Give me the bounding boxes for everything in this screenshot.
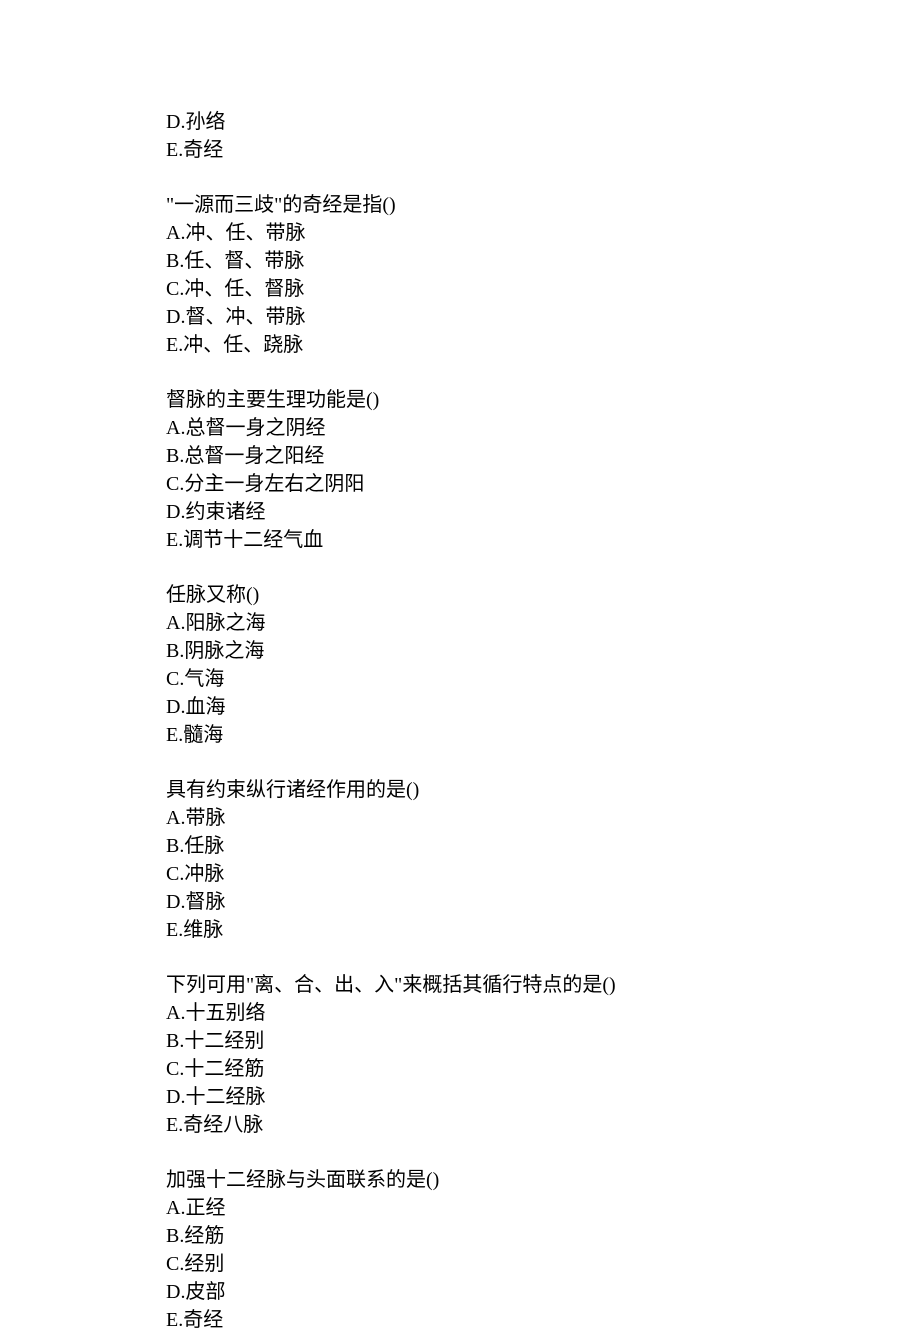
option-text: A.总督一身之阴经 — [166, 414, 920, 442]
option-text: C.冲、任、督脉 — [166, 275, 920, 303]
option-text: C.气海 — [166, 665, 920, 693]
question-text: 加强十二经脉与头面联系的是() — [166, 1166, 920, 1194]
question-block-4: 具有约束纵行诸经作用的是() A.带脉 B.任脉 C.冲脉 D.督脉 E.维脉 — [166, 776, 920, 944]
option-text: E.维脉 — [166, 916, 920, 944]
option-text: B.经筋 — [166, 1222, 920, 1250]
question-block-3: 任脉又称() A.阳脉之海 B.阴脉之海 C.气海 D.血海 E.髓海 — [166, 581, 920, 749]
option-text: C.分主一身左右之阴阳 — [166, 470, 920, 498]
option-text: E.奇经 — [166, 136, 920, 164]
option-text: E.奇经八脉 — [166, 1111, 920, 1139]
option-text: A.阳脉之海 — [166, 609, 920, 637]
question-block-2: 督脉的主要生理功能是() A.总督一身之阴经 B.总督一身之阳经 C.分主一身左… — [166, 386, 920, 554]
question-text: "一源而三歧"的奇经是指() — [166, 191, 920, 219]
option-text: E.调节十二经气血 — [166, 526, 920, 554]
option-text: C.经别 — [166, 1250, 920, 1278]
option-text: B.任脉 — [166, 832, 920, 860]
question-text: 督脉的主要生理功能是() — [166, 386, 920, 414]
question-text: 下列可用"离、合、出、入"来概括其循行特点的是() — [166, 971, 920, 999]
option-text: A.带脉 — [166, 804, 920, 832]
option-text: D.孙络 — [166, 108, 920, 136]
question-text: 具有约束纵行诸经作用的是() — [166, 776, 920, 804]
question-block-5: 下列可用"离、合、出、入"来概括其循行特点的是() A.十五别络 B.十二经别 … — [166, 971, 920, 1139]
option-text: E.奇经 — [166, 1306, 920, 1334]
option-text: E.冲、任、跷脉 — [166, 331, 920, 359]
question-block-6: 加强十二经脉与头面联系的是() A.正经 B.经筋 C.经别 D.皮部 E.奇经 — [166, 1166, 920, 1334]
option-text: D.约束诸经 — [166, 498, 920, 526]
option-text: B.阴脉之海 — [166, 637, 920, 665]
option-text: B.任、督、带脉 — [166, 247, 920, 275]
option-text: C.十二经筋 — [166, 1055, 920, 1083]
option-text: A.冲、任、带脉 — [166, 219, 920, 247]
option-text: C.冲脉 — [166, 860, 920, 888]
option-text: D.血海 — [166, 693, 920, 721]
continuation-options: D.孙络 E.奇经 — [166, 108, 920, 164]
question-block-1: "一源而三歧"的奇经是指() A.冲、任、带脉 B.任、督、带脉 C.冲、任、督… — [166, 191, 920, 359]
option-text: E.髓海 — [166, 721, 920, 749]
option-text: D.督脉 — [166, 888, 920, 916]
option-text: A.正经 — [166, 1194, 920, 1222]
option-text: D.十二经脉 — [166, 1083, 920, 1111]
option-text: D.督、冲、带脉 — [166, 303, 920, 331]
option-text: B.总督一身之阳经 — [166, 442, 920, 470]
question-text: 任脉又称() — [166, 581, 920, 609]
option-text: B.十二经别 — [166, 1027, 920, 1055]
option-text: A.十五别络 — [166, 999, 920, 1027]
